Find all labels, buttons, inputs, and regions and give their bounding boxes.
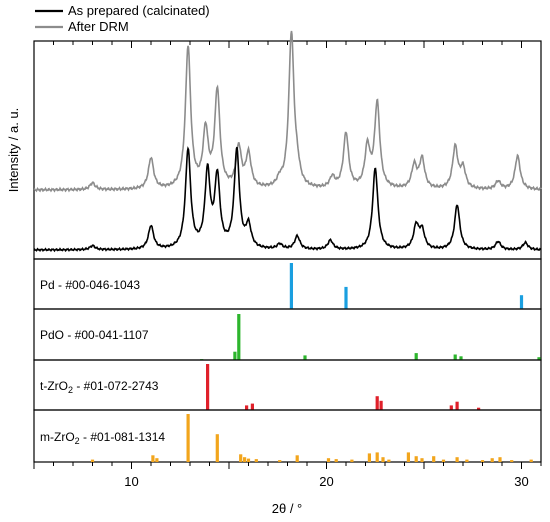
reference-line bbox=[239, 454, 243, 462]
reference-line bbox=[449, 405, 453, 410]
reference-label-pd: Pd - #00-046-1043 bbox=[40, 278, 140, 292]
reference-line bbox=[459, 356, 463, 360]
reference-line bbox=[537, 357, 541, 360]
x-axis: 10 20 30 bbox=[33, 41, 542, 489]
reference-line bbox=[326, 458, 331, 462]
x-axis-title: 2θ / ° bbox=[272, 501, 303, 516]
diffractogram-panel bbox=[33, 30, 542, 260]
reference-line bbox=[254, 459, 258, 462]
legend-label-as-prepared: As prepared (calcinated) bbox=[68, 3, 210, 18]
reference-line bbox=[519, 295, 524, 309]
y-axis-title: Intensity / a. u. bbox=[6, 108, 21, 193]
reference-line bbox=[90, 459, 95, 462]
reference-line bbox=[243, 457, 247, 462]
reference-line bbox=[250, 403, 254, 410]
reference-line bbox=[233, 351, 237, 360]
reference-line bbox=[455, 401, 459, 410]
reference-line bbox=[151, 455, 155, 462]
reference-panel-t-zro2: t-ZrO2 - #01-072-2743 bbox=[33, 359, 542, 411]
reference-line bbox=[420, 458, 424, 462]
reference-lines-pdo bbox=[200, 314, 541, 360]
diffractogram-frame bbox=[33, 40, 542, 260]
reference-line bbox=[303, 355, 307, 360]
reference-line bbox=[477, 407, 481, 410]
reference-line bbox=[387, 459, 391, 462]
reference-line bbox=[465, 459, 469, 462]
reference-panel-m-zro2: m-ZrO2 - #01-081-1314 bbox=[33, 409, 542, 463]
series-line-after-drm bbox=[33, 30, 542, 193]
reference-line bbox=[381, 457, 385, 462]
series-line-as-prepared bbox=[33, 146, 542, 253]
reference-line bbox=[406, 452, 410, 462]
x-tick-label: 10 bbox=[124, 474, 138, 489]
reference-lines-m-zro2 bbox=[90, 414, 533, 462]
legend: As prepared (calcinated) After DRM bbox=[35, 3, 210, 34]
reference-label-pdo: PdO - #00-041-1107 bbox=[40, 328, 149, 342]
reference-line bbox=[344, 286, 348, 309]
reference-lines-pd bbox=[289, 263, 524, 309]
reference-line bbox=[490, 458, 494, 462]
reference-line bbox=[289, 263, 293, 309]
reference-line bbox=[432, 456, 436, 462]
reference-line bbox=[155, 458, 159, 462]
reference-line bbox=[245, 405, 249, 410]
reference-line bbox=[334, 459, 338, 462]
reference-line bbox=[379, 400, 383, 410]
reference-line bbox=[510, 460, 514, 462]
reference-line bbox=[441, 459, 446, 462]
reference-line bbox=[453, 354, 457, 360]
x-tick-label: 20 bbox=[319, 474, 333, 489]
reference-line bbox=[455, 457, 459, 462]
reference-line bbox=[295, 455, 299, 462]
legend-label-after-drm: After DRM bbox=[68, 19, 129, 34]
reference-lines-t-zro2 bbox=[206, 364, 481, 410]
reference-line bbox=[367, 453, 371, 462]
reference-line bbox=[375, 396, 379, 410]
reference-line bbox=[529, 459, 533, 462]
reference-line bbox=[498, 457, 502, 462]
reference-line bbox=[350, 459, 354, 462]
reference-label-m-zro2: m-ZrO2 - #01-081-1314 bbox=[40, 430, 165, 446]
x-tick-label: 30 bbox=[514, 474, 528, 489]
reference-line bbox=[414, 353, 418, 360]
reference-line bbox=[278, 460, 282, 462]
reference-panel-pd: Pd - #00-046-1043 bbox=[33, 258, 542, 310]
reference-panels: Pd - #00-046-1043 PdO - #00-041-1107 t-Z… bbox=[33, 258, 542, 463]
reference-line bbox=[206, 364, 210, 410]
reference-line bbox=[480, 460, 485, 462]
reference-line bbox=[237, 314, 241, 360]
reference-panel-pdo: PdO - #00-041-1107 bbox=[33, 308, 542, 361]
reference-line bbox=[414, 456, 418, 462]
reference-line bbox=[186, 414, 190, 462]
reference-line bbox=[375, 452, 379, 462]
reference-line bbox=[215, 434, 219, 462]
reference-label-t-zro2: t-ZrO2 - #01-072-2743 bbox=[40, 379, 159, 395]
reference-line bbox=[246, 458, 251, 462]
